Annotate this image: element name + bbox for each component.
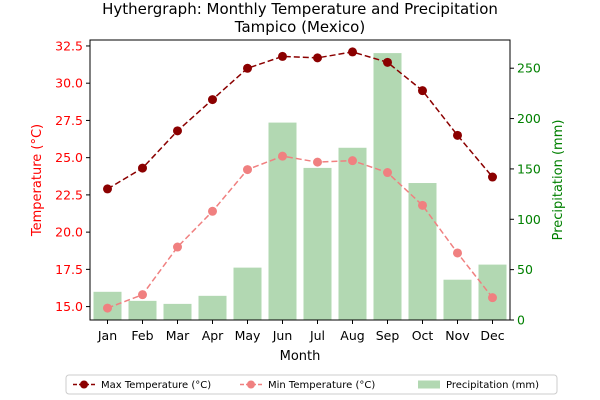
temperature-axis: 15.0 17.5 20.0 22.5 25.0 27.5 30.0 32.5 [55,38,90,314]
min-temp-point [348,156,357,166]
month-tick-label: Feb [131,328,153,343]
precipitation-bar [128,300,157,320]
precipitation-bar [198,295,227,320]
max-temp-point [418,86,427,96]
min-temp-point [138,290,147,300]
min-temp-point [103,303,112,313]
month-tick-label: Jul [309,328,325,343]
month-tick-label: Oct [412,328,434,343]
min-temp-point [173,242,182,252]
legend-marker [247,380,255,389]
month-tick-label: May [235,328,261,343]
precipitation-bar [478,264,507,320]
min-temp-point [488,293,497,303]
max-temp-line [107,51,494,190]
max-temp-point [138,163,147,173]
min-temp-point [383,168,392,178]
precipitation-bar [443,279,472,320]
legend-label: Precipitation (mm) [446,380,539,391]
x-axis-label: Month [280,349,321,364]
legend-box [65,374,558,395]
precipitation-tick-label: 50 [517,262,533,277]
precipitation-bars [93,53,507,320]
legend-bar-swatch [418,380,440,389]
precipitation-bar [163,303,192,320]
max-temp-point [383,57,392,67]
legend: Max Temperature (°C) Min Temperature (°C)… [65,374,558,395]
min-temp-point [278,151,287,161]
precipitation-bar [233,267,262,320]
month-tick-label: Nov [445,328,470,343]
max-temp-point [208,95,217,105]
precipitation-tick-label: 150 [517,161,541,176]
chart-title: Hythergraph: Monthly Temperature and Pre… [102,0,498,18]
month-tick-label: Sep [376,328,400,343]
min-temp-point [313,157,322,167]
precipitation-bar [373,53,402,320]
min-temp-line [107,155,494,309]
max-temp-point [103,184,112,194]
max-temp-point [173,126,182,136]
max-temp-point [348,47,357,57]
month-tick-label: Apr [202,328,224,343]
month-tick-label: Aug [340,328,364,343]
plot-frame [89,39,511,321]
temperature-tick-label: 25.0 [55,150,83,165]
month-tick-label: Dec [480,328,504,343]
min-temp-point [243,165,252,175]
month-tick-label: Jan [97,328,117,343]
legend-label: Min Temperature (°C) [268,380,375,391]
temperature-tick-label: 32.5 [55,38,83,53]
min-temp-point [208,206,217,216]
temperature-tick-label: 20.0 [55,225,83,240]
temperature-lines [103,47,497,313]
max-temp-point [243,63,252,73]
max-temp-point [488,172,497,182]
min-temp-point [418,200,427,210]
left-y-axis-label: Temperature (°C) [30,124,45,237]
precipitation-tick-label: 0 [517,313,525,328]
temperature-tick-label: 30.0 [55,76,83,91]
chart-subtitle: Tampico (Mexico) [234,18,365,36]
precipitation-bar [338,147,367,320]
precipitation-tick-label: 200 [517,111,541,126]
precipitation-tick-label: 100 [517,212,541,227]
month-tick-label: Jun [272,328,293,343]
temperature-tick-label: 17.5 [55,262,83,277]
legend-label: Max Temperature (°C) [101,380,211,391]
temperature-tick-label: 15.0 [55,299,83,314]
legend-marker [80,380,88,389]
min-temp-point [453,248,462,258]
precipitation-axis: 0 50 100 150 200 250 [510,61,541,328]
precipitation-tick-label: 250 [517,61,541,76]
right-y-axis-label: Precipitation (mm) [551,120,566,241]
precipitation-bar [303,167,332,320]
month-axis: Jan Feb Mar Apr May Jun Jul Aug Sep Oct Nov Dec [97,320,505,343]
month-tick-label: Mar [166,328,190,343]
max-temp-point [453,130,462,140]
temperature-tick-label: 22.5 [55,187,83,202]
max-temp-point [313,53,322,63]
max-temp-point [278,51,287,61]
temperature-tick-label: 27.5 [55,113,83,128]
